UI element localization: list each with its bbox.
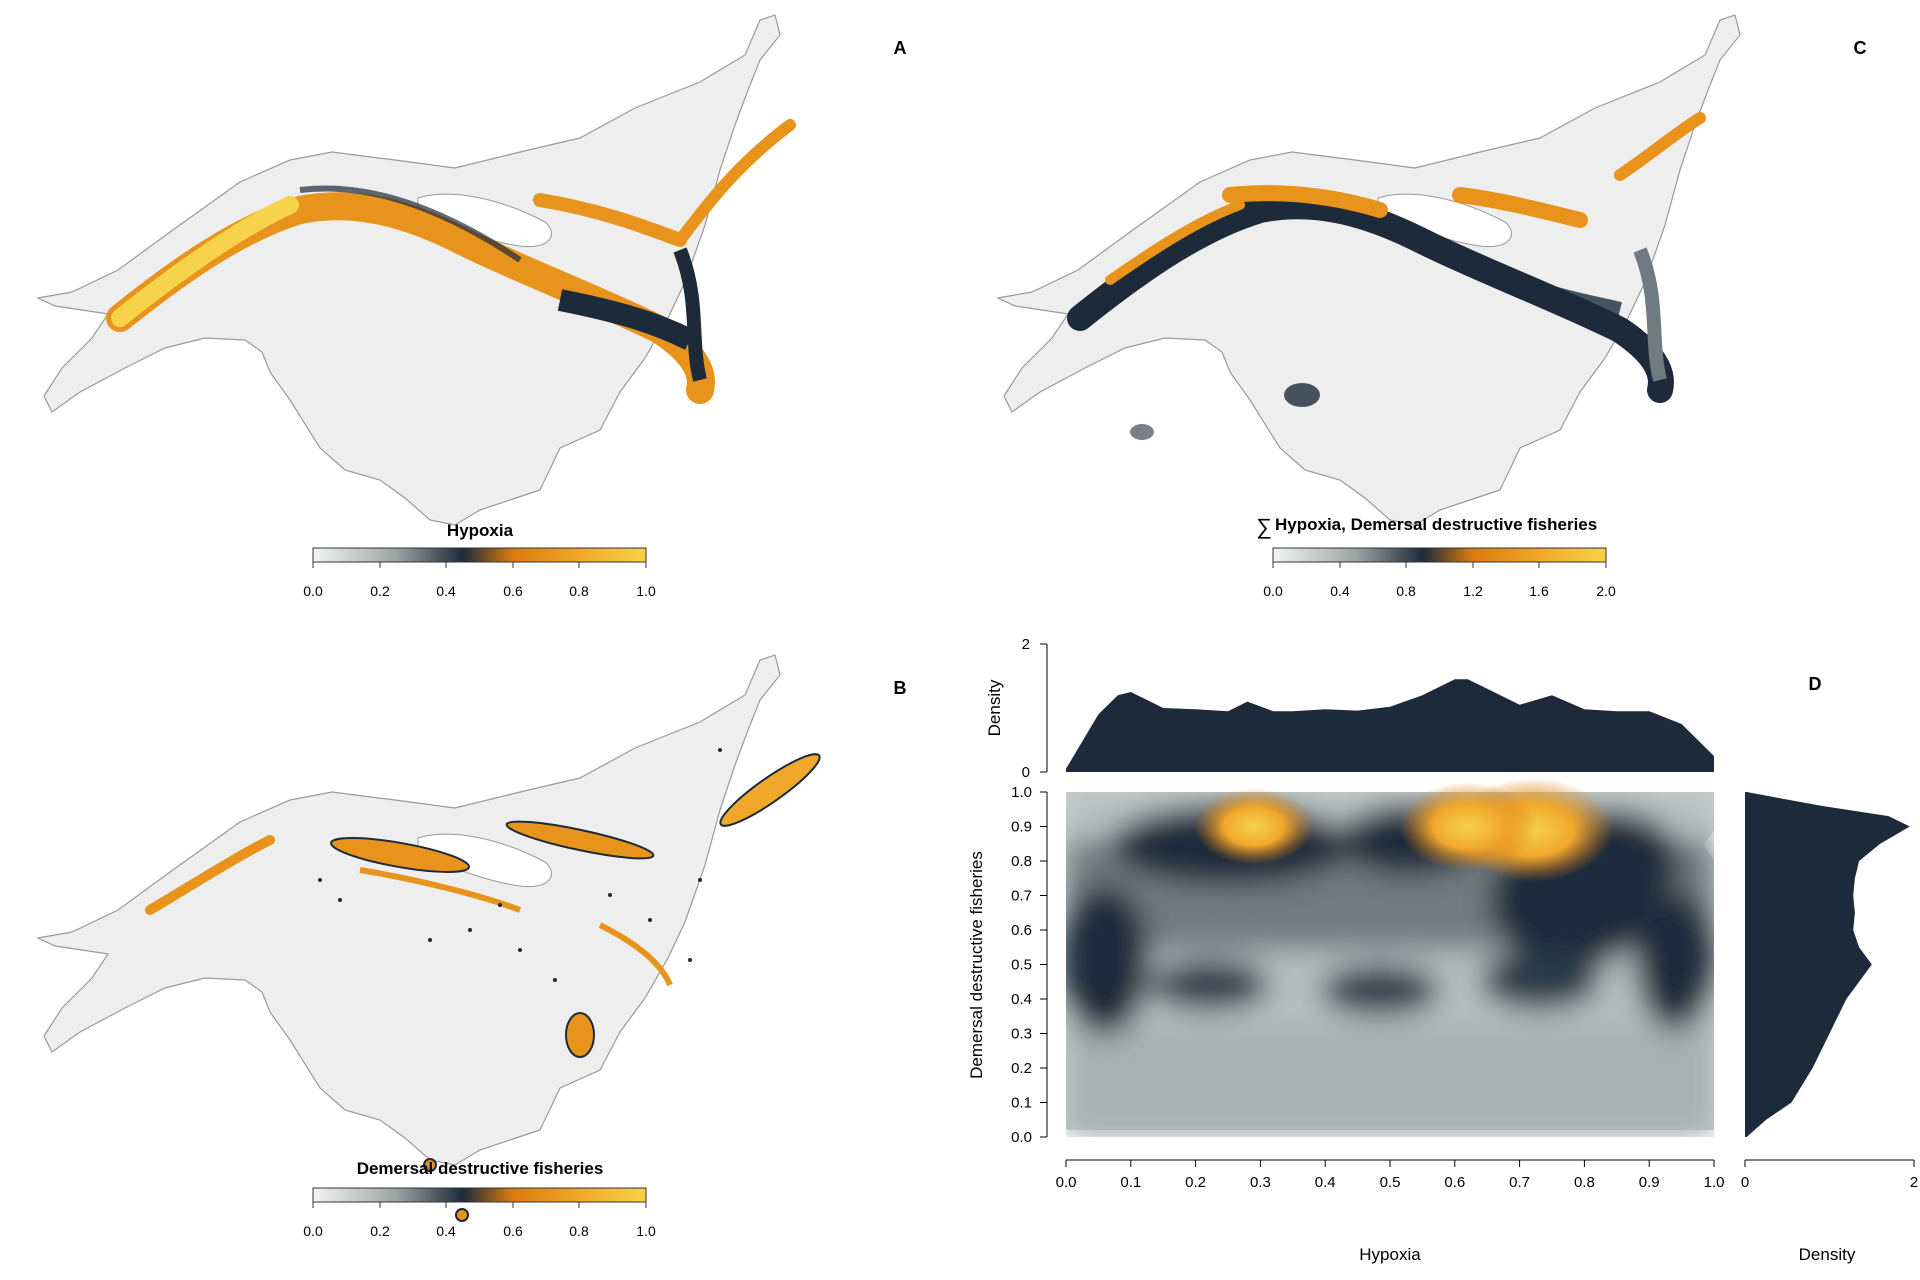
x-tick-label: 0.1 xyxy=(1120,1174,1141,1191)
panel-a-letter: A xyxy=(894,38,907,58)
y-tick-label: 1.0 xyxy=(1011,784,1032,801)
y-tick-label: 0.4 xyxy=(1011,991,1032,1008)
panel-b-letter: B xyxy=(894,678,907,698)
right-tick-label: 2 xyxy=(1910,1174,1918,1191)
joint-density-heatmap xyxy=(1066,777,1714,1137)
panel-d-density-chart: D 2 0 Density 0.0 0 xyxy=(967,636,1918,1264)
x-tick-label: 0.5 xyxy=(1380,1174,1401,1191)
x-axis-label: Hypoxia xyxy=(1359,1245,1421,1264)
panel-c-colorbar xyxy=(1272,547,1607,563)
panel-a-colorbar xyxy=(312,547,647,563)
gulf-outline xyxy=(996,14,1741,526)
tick-label: 0.6 xyxy=(503,583,523,599)
gulf-outline xyxy=(36,14,781,526)
hypoxia-channel xyxy=(106,119,796,404)
y-tick-label: 0.2 xyxy=(1011,1060,1032,1077)
tick-label: 1.6 xyxy=(1529,583,1549,599)
tick-label: 0.8 xyxy=(569,1223,589,1239)
tick-label: 0.0 xyxy=(1263,583,1283,599)
y-tick-label: 0.3 xyxy=(1011,1026,1032,1043)
tick-label: 0.4 xyxy=(436,1223,456,1239)
y-axis-label: Demersal destructive fisheries xyxy=(967,851,986,1079)
sum-symbol: ∑ xyxy=(1256,514,1272,539)
panel-c-legend-title: Hypoxia, Demersal destructive fisheries xyxy=(1275,515,1597,534)
x-ticks: 0.0 0.1 0.2 0.3 0.4 0.5 0.6 0.7 0.8 0.9 1.0 xyxy=(1056,1160,1725,1191)
y-tick-label: 0.7 xyxy=(1011,888,1032,905)
fisheries-hotspots xyxy=(145,753,821,1222)
y-tick-label: 0.0 xyxy=(1011,1129,1032,1146)
top-density-marginal: 2 0 Density xyxy=(985,636,1714,781)
x-tick-label: 0.2 xyxy=(1185,1174,1206,1191)
y-tick-label: 0.9 xyxy=(1011,819,1032,836)
y-tick-label: 0.1 xyxy=(1011,1095,1032,1112)
panel-b-colorbar-ticks: 0.0 0.2 0.4 0.6 0.8 1.0 xyxy=(303,1202,656,1239)
y-tick-label: 0.5 xyxy=(1011,957,1032,974)
panel-b-legend-title: Demersal destructive fisheries xyxy=(357,1159,604,1178)
hotspot-group xyxy=(1194,777,1614,883)
y-ticks: 0.0 0.1 0.2 0.3 0.4 0.5 0.6 0.7 0.8 0.9 1.0 xyxy=(1011,784,1047,1146)
tick-label: 0.4 xyxy=(1330,583,1350,599)
fishing-points xyxy=(318,748,722,982)
panel-a-colorbar-ticks: 0.0 0.2 0.4 0.6 0.8 1.0 xyxy=(303,562,656,599)
right-density-marginal: 0 2 Density xyxy=(1741,792,1918,1264)
tick-label: 0.2 xyxy=(370,1223,390,1239)
heatmap-axes: 0.0 0.1 0.2 0.3 0.4 0.5 0.6 0.7 0.8 0.9 1.0 0.0 0.1… xyxy=(967,784,1724,1264)
tick-label: 0.2 xyxy=(370,583,390,599)
x-tick-label: 0.3 xyxy=(1250,1174,1271,1191)
tick-label: 0.4 xyxy=(436,583,456,599)
panel-c-colorbar-ticks: 0.0 0.4 0.8 1.2 1.6 2.0 xyxy=(1263,562,1616,599)
tick-label: 1.0 xyxy=(636,583,656,599)
right-density-area xyxy=(1745,792,1910,1137)
panel-b-fisheries-map: B Demersal destructive fisheries 0.0 0.2… xyxy=(36,654,907,1239)
panel-d-letter: D xyxy=(1809,674,1822,694)
tick-label: 1.0 xyxy=(636,1223,656,1239)
x-tick-label: 0.4 xyxy=(1315,1174,1336,1191)
tick-label: 0.8 xyxy=(1396,583,1416,599)
tick-label: 0.6 xyxy=(503,1223,523,1239)
top-density-label: Density xyxy=(985,679,1004,736)
y-tick-label: 0.6 xyxy=(1011,922,1032,939)
top-tick-label: 0 xyxy=(1022,764,1030,781)
top-density-area xyxy=(1066,679,1714,772)
panel-c-letter: C xyxy=(1854,38,1867,58)
x-tick-label: 0.7 xyxy=(1509,1174,1530,1191)
x-tick-label: 1.0 xyxy=(1704,1174,1725,1191)
tick-label: 1.2 xyxy=(1463,583,1483,599)
tick-label: 0.0 xyxy=(303,583,323,599)
density-hotspot xyxy=(1194,788,1314,865)
panel-a-legend-title: Hypoxia xyxy=(447,521,514,540)
x-tick-label: 0.9 xyxy=(1639,1174,1660,1191)
panel-c-combined-map: C ∑ Hypoxia, Demersal destructive fisher… xyxy=(996,14,1867,599)
panel-a-hypoxia-map: A Hypoxia 0.0 0.2 0.4 0.6 0.8 1.0 xyxy=(36,14,907,599)
x-tick-label: 0.8 xyxy=(1574,1174,1595,1191)
top-tick-label: 2 xyxy=(1022,636,1030,653)
panel-b-colorbar xyxy=(312,1187,647,1203)
y-tick-label: 0.8 xyxy=(1011,853,1032,870)
density-hotspot xyxy=(1398,782,1537,871)
tick-label: 0.8 xyxy=(569,583,589,599)
right-density-label: Density xyxy=(1799,1245,1856,1264)
tick-label: 0.0 xyxy=(303,1223,323,1239)
x-tick-label: 0.6 xyxy=(1444,1174,1465,1191)
combined-pressure-areas xyxy=(1067,112,1706,440)
x-tick-label: 0.0 xyxy=(1056,1174,1077,1191)
right-tick-label: 0 xyxy=(1741,1174,1749,1191)
tick-label: 2.0 xyxy=(1596,583,1616,599)
